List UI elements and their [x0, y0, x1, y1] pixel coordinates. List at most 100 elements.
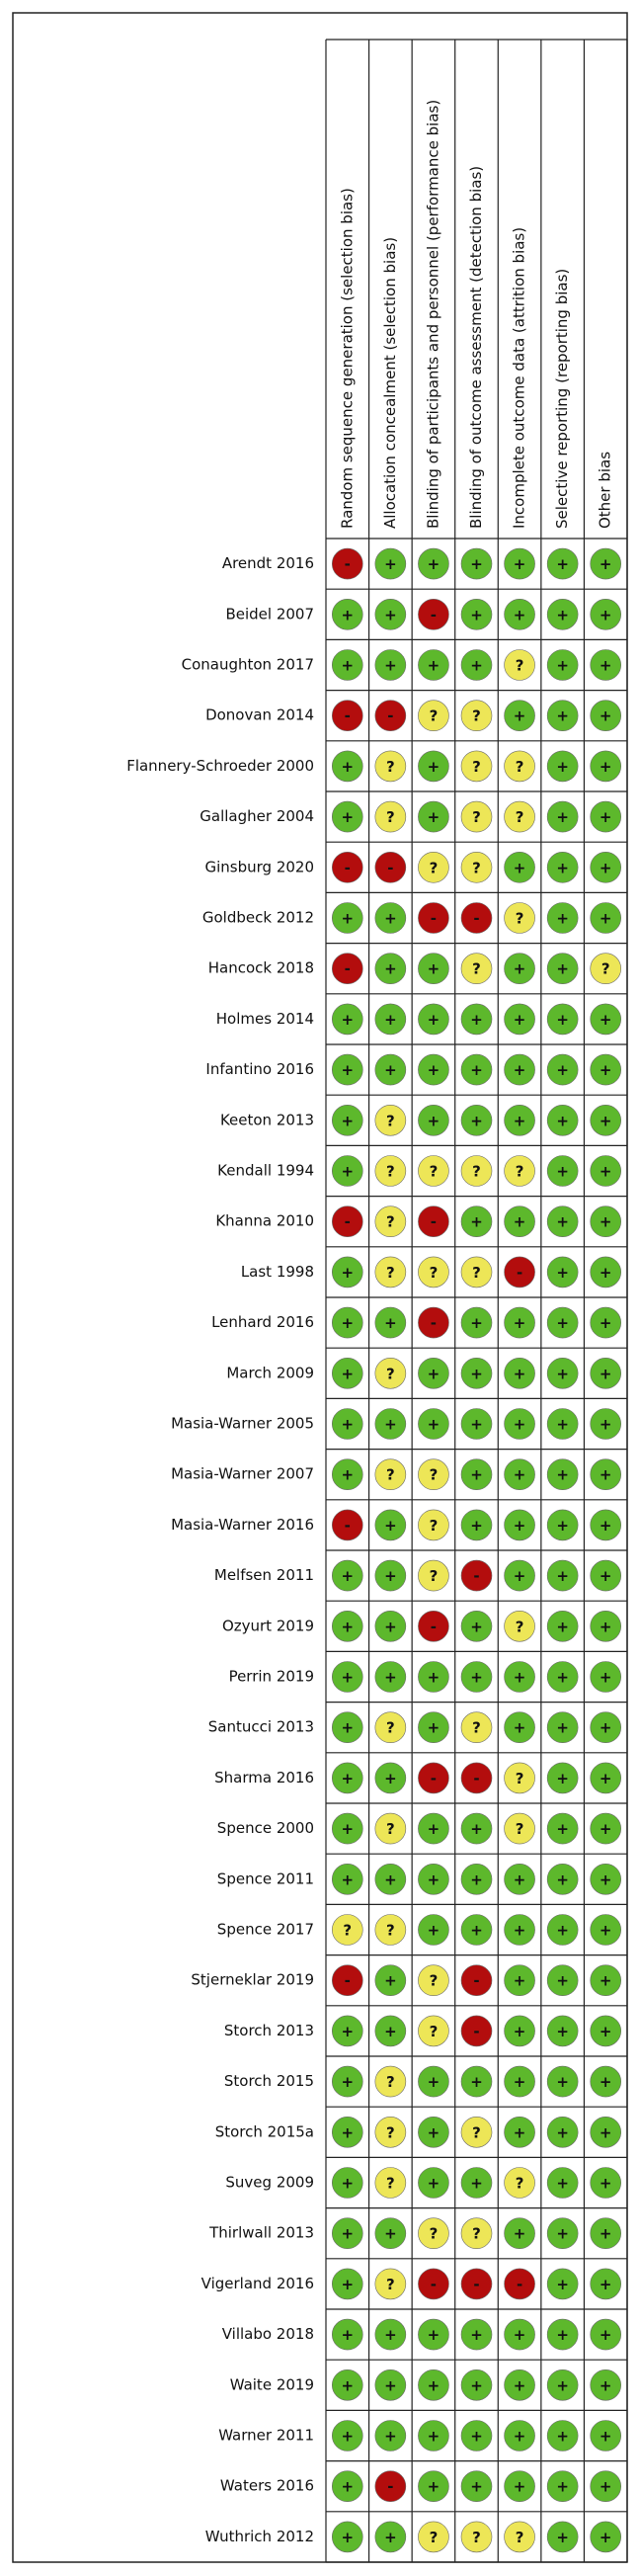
judgment-symbol: + [556, 2175, 569, 2193]
judgment-symbol: + [556, 2023, 569, 2040]
judgment-circle [504, 800, 535, 833]
judgment-circle [418, 750, 449, 783]
judgment-symbol: + [341, 2529, 354, 2546]
judgment-circle [374, 649, 407, 681]
judgment: + [331, 902, 363, 934]
judgment: ? [374, 1155, 407, 1187]
judgment-circle [590, 1711, 622, 1743]
judgment: + [418, 1358, 449, 1389]
column-label: Allocation concealment (selection bias) [381, 237, 399, 529]
judgment: - [460, 1762, 493, 1794]
judgment: + [331, 649, 363, 681]
judgment-symbol: + [556, 1972, 569, 1990]
judgment-circle [418, 547, 449, 580]
judgment: + [590, 1964, 622, 1996]
judgment-symbol: + [600, 606, 612, 623]
judgment-circle [504, 2318, 535, 2351]
judgment-circle [504, 1358, 535, 1389]
judgment: + [546, 1864, 579, 1895]
judgment-symbol: + [556, 1770, 569, 1787]
judgment-circle [374, 902, 407, 934]
judgment-circle [331, 953, 363, 985]
judgment-symbol: + [470, 657, 483, 675]
judgment: + [504, 598, 535, 630]
judgment-circle [418, 2268, 449, 2300]
judgment-circle [374, 1559, 407, 1592]
judgment-circle [546, 1155, 579, 1187]
judgment-symbol: ? [343, 1922, 352, 1940]
judgment: ? [374, 2268, 407, 2300]
judgment-circle [460, 2167, 493, 2199]
judgment-symbol: + [556, 2478, 569, 2496]
judgment: ? [418, 2015, 449, 2047]
judgment: + [504, 1105, 535, 1136]
judgment-circle [418, 2167, 449, 2199]
judgment-circle [546, 1711, 579, 1743]
judgment-circle [418, 2318, 449, 2351]
judgment-circle [504, 1914, 535, 1946]
study-name: Santucci 2013 [208, 1718, 314, 1736]
judgment: ? [460, 2521, 493, 2553]
judgment: ? [504, 2167, 535, 2199]
judgment: + [546, 1914, 579, 1946]
judgment-symbol: ? [430, 2225, 439, 2243]
judgment: + [546, 1559, 579, 1592]
judgment-symbol: ? [386, 1719, 395, 1737]
judgment-symbol: ? [516, 1618, 524, 1635]
judgment: + [418, 2420, 449, 2451]
judgment-symbol: + [384, 1567, 397, 1585]
judgment: + [418, 2065, 449, 2098]
judgment-circle [546, 953, 579, 985]
judgment-symbol: + [600, 2023, 612, 2040]
judgment-circle [546, 1661, 579, 1693]
judgment-symbol: + [600, 2376, 612, 2394]
judgment-circle [331, 2420, 363, 2451]
judgment-symbol: + [384, 2428, 397, 2446]
judgment-symbol: + [556, 1061, 569, 1079]
judgment-symbol: + [384, 1416, 397, 1434]
judgment-circle [460, 1864, 493, 1895]
judgment: ? [460, 1256, 493, 1288]
judgment-symbol: + [556, 2376, 569, 2394]
judgment: + [331, 1559, 363, 1592]
judgment-circle [460, 902, 493, 934]
judgment: + [460, 1864, 493, 1895]
study-name: Beidel 2007 [225, 605, 314, 623]
judgment-symbol: + [556, 1517, 569, 1535]
judgment-circle [460, 1812, 493, 1845]
judgment-circle [590, 2268, 622, 2300]
judgment-circle [418, 1914, 449, 1946]
judgment: ? [374, 800, 407, 833]
judgment-circle [504, 1458, 535, 1490]
judgment-symbol: ? [601, 960, 610, 978]
judgment-symbol: + [428, 2376, 440, 2394]
judgment-circle [331, 649, 363, 681]
judgment: + [374, 1509, 407, 1541]
judgment: + [374, 2015, 407, 2047]
judgment-circle [546, 2369, 579, 2401]
judgment-symbol: - [473, 2023, 479, 2040]
judgment: + [504, 2065, 535, 2098]
judgment: + [331, 1358, 363, 1389]
judgment: + [374, 2369, 407, 2401]
judgment-symbol: - [345, 1517, 351, 1535]
judgment-symbol: + [556, 808, 569, 826]
judgment-circle [418, 1408, 449, 1440]
judgment: + [590, 2217, 622, 2249]
judgment-circle [546, 1105, 579, 1136]
judgment: + [546, 800, 579, 833]
judgment-circle [546, 1864, 579, 1895]
judgment-symbol: + [556, 2529, 569, 2546]
judgment-symbol: + [428, 1061, 440, 1079]
judgment-circle [418, 2521, 449, 2553]
judgment-symbol: + [384, 1972, 397, 1990]
judgment-circle [418, 1358, 449, 1389]
judgment: + [331, 800, 363, 833]
judgment-circle [418, 800, 449, 833]
study-name: Sharma 2016 [214, 1769, 314, 1787]
judgment: + [331, 1611, 363, 1642]
judgment-symbol: - [387, 707, 393, 725]
judgment-circle [590, 700, 622, 732]
judgment: + [546, 2470, 579, 2502]
judgment-symbol: - [431, 1213, 437, 1231]
